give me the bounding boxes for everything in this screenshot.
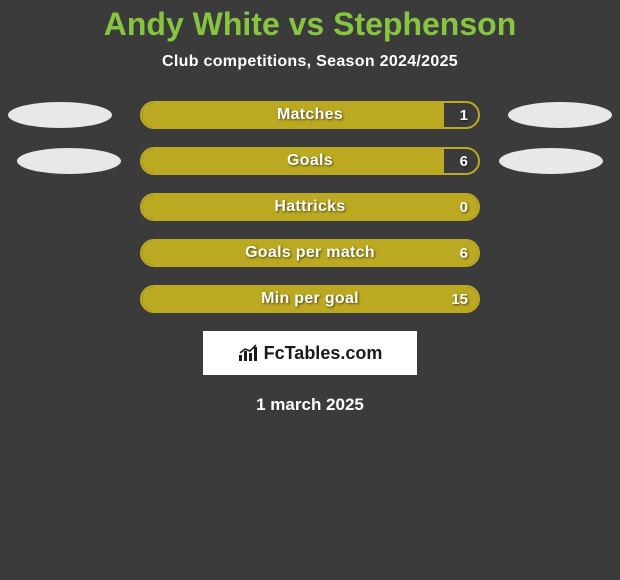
avatar-placeholder-left xyxy=(8,102,112,128)
avatar-placeholder-left xyxy=(17,148,121,174)
stat-value: 0 xyxy=(460,195,468,219)
stat-value: 15 xyxy=(451,287,468,311)
stats-rows: Matches 1 Goals 6 Hattricks 0 Goals per … xyxy=(0,101,620,313)
stat-row-matches: Matches 1 xyxy=(0,101,620,129)
stat-label: Goals xyxy=(142,149,478,173)
avatar-placeholder-right xyxy=(499,148,603,174)
stat-label: Min per goal xyxy=(142,287,478,311)
stat-value: 1 xyxy=(460,103,468,127)
stat-bar: Hattricks 0 xyxy=(140,193,480,221)
stat-row-goals: Goals 6 xyxy=(0,147,620,175)
avatar-placeholder-right xyxy=(508,102,612,128)
stat-bar: Min per goal 15 xyxy=(140,285,480,313)
logo-text: FcTables.com xyxy=(238,343,383,364)
stat-label: Hattricks xyxy=(142,195,478,219)
stat-label: Goals per match xyxy=(142,241,478,265)
stat-bar: Goals per match 6 xyxy=(140,239,480,267)
logo-label: FcTables.com xyxy=(264,343,383,364)
site-logo: FcTables.com xyxy=(203,331,417,375)
subtitle: Club competitions, Season 2024/2025 xyxy=(0,53,620,101)
stat-label: Matches xyxy=(142,103,478,127)
stat-bar: Matches 1 xyxy=(140,101,480,129)
chart-icon xyxy=(238,344,260,362)
stat-row-hattricks: Hattricks 0 xyxy=(0,193,620,221)
page-title: Andy White vs Stephenson xyxy=(0,0,620,53)
stat-row-goals-per-match: Goals per match 6 xyxy=(0,239,620,267)
stat-value: 6 xyxy=(460,149,468,173)
stat-value: 6 xyxy=(460,241,468,265)
stat-bar: Goals 6 xyxy=(140,147,480,175)
date-text: 1 march 2025 xyxy=(0,395,620,415)
stat-row-min-per-goal: Min per goal 15 xyxy=(0,285,620,313)
